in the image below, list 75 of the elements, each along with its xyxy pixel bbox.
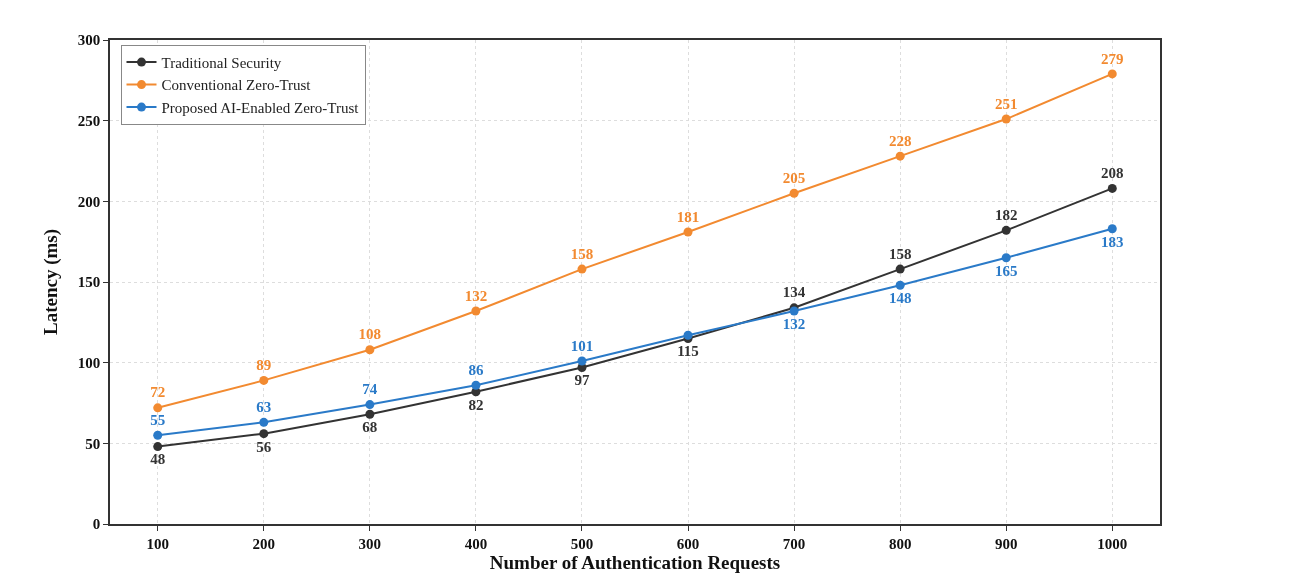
data-label: 134 (782, 284, 806, 301)
legend-label: Traditional Security (161, 54, 282, 71)
data-label: 82 (468, 396, 484, 413)
data-label: 55 (150, 411, 166, 428)
point (1001, 225, 1011, 235)
data-label: 97 (574, 372, 590, 389)
data-label: 208 (1101, 165, 1124, 182)
point (471, 306, 481, 316)
y-tick-label: 100 (77, 354, 101, 371)
data-label: 74 (362, 381, 378, 398)
point (577, 264, 587, 274)
point (1107, 183, 1117, 193)
data-label: 132 (782, 315, 806, 332)
y-tick-label: 0 (92, 516, 101, 533)
point (895, 264, 905, 274)
y-tick-label: 250 (77, 112, 101, 129)
point (895, 151, 905, 161)
data-label: 89 (256, 357, 272, 374)
x-tick-label: 1000 (1097, 535, 1128, 552)
point (577, 356, 587, 366)
data-label: 158 (888, 245, 912, 262)
data-label: 205 (782, 169, 806, 186)
data-label: 165 (994, 262, 1018, 279)
point (365, 400, 375, 410)
data-label: 108 (358, 326, 382, 343)
x-tick-label: 400 (464, 535, 488, 552)
x-tick-label: 700 (782, 535, 806, 552)
point (365, 409, 375, 419)
data-label: 251 (994, 95, 1018, 112)
point (1001, 253, 1011, 263)
point (1107, 69, 1117, 79)
x-tick-label: 800 (888, 535, 912, 552)
data-label: 148 (888, 290, 912, 307)
x-tick-label: 300 (358, 535, 382, 552)
point (259, 429, 269, 439)
data-label: 48 (150, 451, 166, 468)
data-label: 86 (468, 361, 484, 378)
data-label: 181 (676, 208, 700, 225)
legend-label: Proposed AI-Enabled Zero-Trust (161, 99, 360, 116)
x-axis-title: Number of Authentication Requests (489, 552, 781, 574)
data-label: 158 (570, 245, 594, 262)
data-label: 68 (362, 419, 378, 436)
point (153, 430, 163, 440)
legend-label: Conventional Zero-Trust (161, 77, 312, 94)
data-label: 63 (256, 398, 272, 415)
y-axis-title: Latency (ms) (40, 228, 63, 336)
data-label: 72 (150, 384, 166, 401)
data-label: 132 (464, 287, 488, 304)
point (683, 227, 693, 237)
y-tick-label: 50 (85, 435, 101, 452)
x-tick-label: 100 (146, 535, 169, 552)
point (1107, 224, 1117, 234)
x-tick-label: 900 (994, 535, 1018, 552)
data-label: 182 (994, 206, 1018, 223)
point (259, 417, 269, 427)
point (789, 188, 799, 198)
x-tick-label: 600 (676, 535, 700, 552)
point (153, 403, 163, 413)
point (895, 280, 905, 290)
x-tick-label: 200 (252, 535, 276, 552)
y-tick-label: 300 (77, 32, 101, 49)
data-label: 56 (256, 438, 272, 455)
point (1001, 114, 1011, 124)
data-label: 183 (1101, 233, 1124, 250)
data-label: 228 (888, 132, 912, 149)
point (259, 375, 269, 385)
point (471, 380, 481, 390)
x-tick-label: 500 (570, 535, 594, 552)
point (365, 345, 375, 355)
data-label: 115 (677, 343, 699, 360)
y-tick-label: 200 (77, 193, 101, 210)
point (153, 442, 163, 452)
y-tick-label: 150 (77, 274, 101, 291)
data-label: 101 (570, 337, 594, 354)
data-label: 279 (1101, 50, 1124, 67)
